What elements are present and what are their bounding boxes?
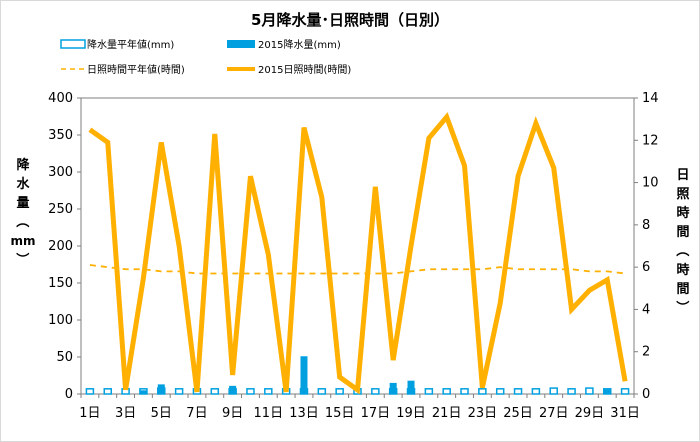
y-right-axis-label-char: 間 [676,282,689,297]
bar-precip-2015 [300,356,308,394]
series-sunshine [88,112,628,395]
y-right-axis-label-char: 時 [676,205,689,221]
y-left-axis-label: 降水量 （ mm ） [10,157,35,266]
x-tick-label: 31日 [610,406,640,421]
x-tick-label: 1日 [79,406,100,421]
bar-precip-normal [442,388,451,395]
legend-label-sun-normal: 日照時間平年値(時間) [87,63,185,76]
y-left-axis-label-char: （ [14,214,30,227]
bar-precip-normal [246,388,255,395]
legend-swatch-precip-normal [60,39,86,49]
bar-precip-2015 [157,384,165,394]
y-left-tick-label: 300 [48,165,73,180]
bar-precip-normal [478,388,487,395]
bar-precip-normal [210,388,220,395]
x-tick-label: 21日 [432,406,462,421]
bar-precip-2015 [139,390,147,394]
bar-precip-normal [335,388,344,395]
x-tick-label: 11日 [254,406,284,421]
y-left-tick-label: 50 [56,350,73,365]
x-tick-label: 13日 [289,406,319,421]
y-left-tick-label: 150 [48,276,73,291]
y-left-tick-label: 0 [65,387,73,402]
y-left-axis-label-char: ） [14,252,30,265]
y-left-tick-label: 250 [48,202,73,217]
bar-precip-normal [371,388,380,395]
x-tick-label: 9日 [222,406,243,421]
bar-precip-normal [103,388,113,395]
y-right-axis: 0 2 4 6 8 10 12 14 [634,91,659,402]
bar-precip-normal [424,388,434,395]
x-tick-label: 5日 [151,406,172,421]
y-right-axis-label-char: 照 [676,187,689,202]
chart-title: 5月降水量･日照時間（日別） [251,11,449,29]
y-left-tick-label: 400 [48,91,73,106]
bar-precip-normal [460,388,469,395]
x-tick-label: 15日 [325,406,355,421]
series-precip-2015 [139,356,611,394]
y-right-tick-label: 14 [642,91,659,106]
y-right-tick-label: 4 [642,302,650,317]
legend: 降水量平年値(mm) 2015降水量(mm) 日照時間平年値(時間) 2015日… [60,38,351,76]
x-tick-label: 23日 [468,406,498,421]
line-sun-normal [89,264,626,275]
x-tick-label: 27日 [539,406,569,421]
plot-area [80,97,635,395]
y-right-tick-label: 2 [642,345,650,360]
bar-precip-normal [264,388,273,395]
bar-precip-2015 [603,389,611,394]
y-left-axis-label-char: 降 [16,157,30,173]
bar-precip-normal [174,388,184,395]
y-right-axis-label-char: 間 [676,225,689,240]
y-right-tick-label: 8 [642,218,650,233]
x-tick-label: 17日 [361,406,391,421]
y-right-axis-label-char: ） [674,300,690,313]
x-tick-label: 7日 [186,406,207,421]
x-tick-label: 29日 [575,406,605,421]
y-left-axis: 0 50 100 150 200 250 300 350 400 [48,91,81,402]
bar-precip-normal [620,388,630,395]
bar-precip-normal [513,388,523,395]
bar-precip-normal [567,388,576,395]
legend-label-sun-2015: 2015日照時間(時間) [258,64,351,76]
y-right-axis-label: 日照時間（時間） [674,168,690,314]
bar-precip-normal [317,388,327,395]
bar-precip-2015 [229,385,237,394]
legend-label-precip-2015: 2015降水量(mm) [258,38,341,51]
y-right-tick-label: 12 [642,133,659,148]
y-right-tick-label: 0 [642,387,650,402]
bar-precip-normal [85,388,95,395]
legend-label-precip-normal: 降水量平年値(mm) [87,38,174,51]
y-right-axis-label-char: 時 [676,262,689,278]
y-left-tick-label: 350 [48,128,73,143]
bar-precip-normal [549,387,558,395]
y-right-axis-label-char: （ [674,243,690,256]
x-tick-label: 3日 [115,406,136,421]
bar-precip-2015 [407,380,415,394]
legend-swatch-precip-2015 [227,40,255,48]
y-right-axis-label-char: 日 [676,168,689,183]
bar-precip-normal [585,387,594,395]
bar-precip-2015 [389,382,397,394]
y-left-tick-label: 200 [48,239,73,254]
bar-precip-normal [531,388,541,395]
x-axis: 1日 3日 5日 7日 9日 11日 13日 15日 17日 19日 21日 23日 25日 27日 29日… [79,394,640,421]
y-left-axis-label-char: 量 [16,196,29,211]
y-left-axis-label-char: 水 [16,176,30,192]
y-right-tick-label: 10 [642,176,659,191]
line-sun-2015 [88,112,628,395]
y-left-tick-label: 100 [48,313,73,328]
x-tick-label: 25日 [503,406,533,421]
bar-precip-normal [495,388,505,395]
x-tick-label: 19日 [396,406,426,421]
y-right-tick-label: 6 [642,260,650,275]
y-left-axis-label-char: mm [10,234,35,248]
